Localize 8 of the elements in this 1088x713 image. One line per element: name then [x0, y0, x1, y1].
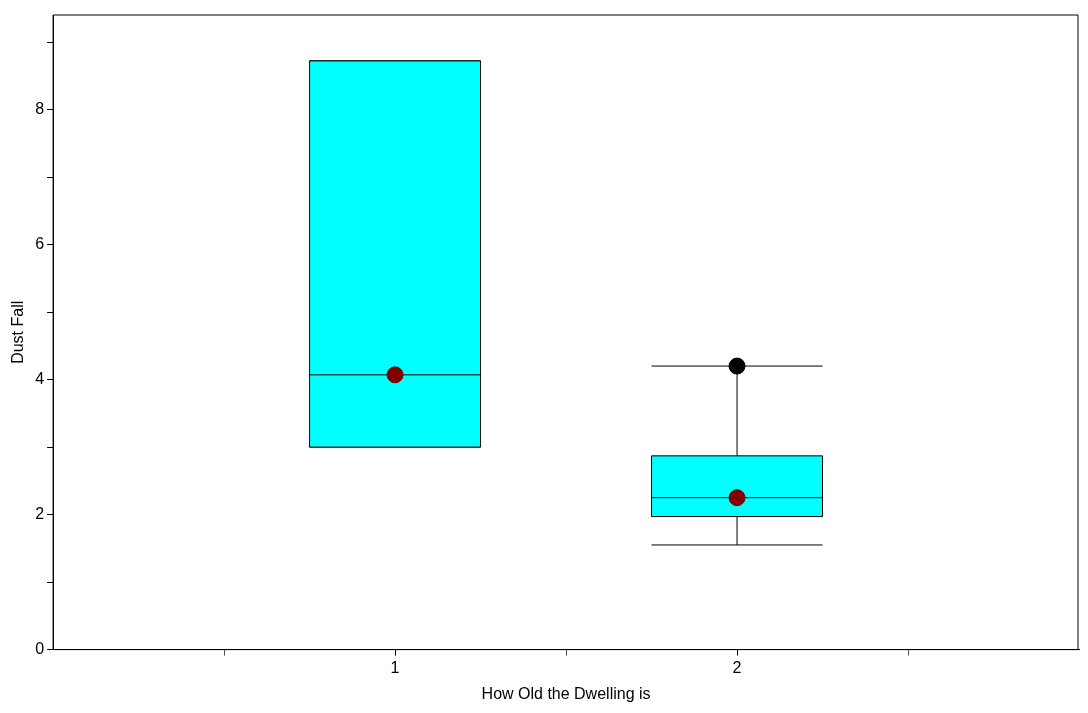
y-tick-label: 6	[35, 234, 45, 252]
x-tick-label: 1	[390, 658, 400, 676]
y-tick-label: 8	[35, 99, 45, 117]
y-tick-label: 0	[35, 640, 45, 658]
y-tick-label: 4	[35, 369, 45, 387]
y-tick-label: 2	[35, 504, 45, 522]
x-axis-title: How Old the Dwelling is	[481, 684, 651, 702]
y-axis-title: Dust Fall	[9, 300, 27, 364]
